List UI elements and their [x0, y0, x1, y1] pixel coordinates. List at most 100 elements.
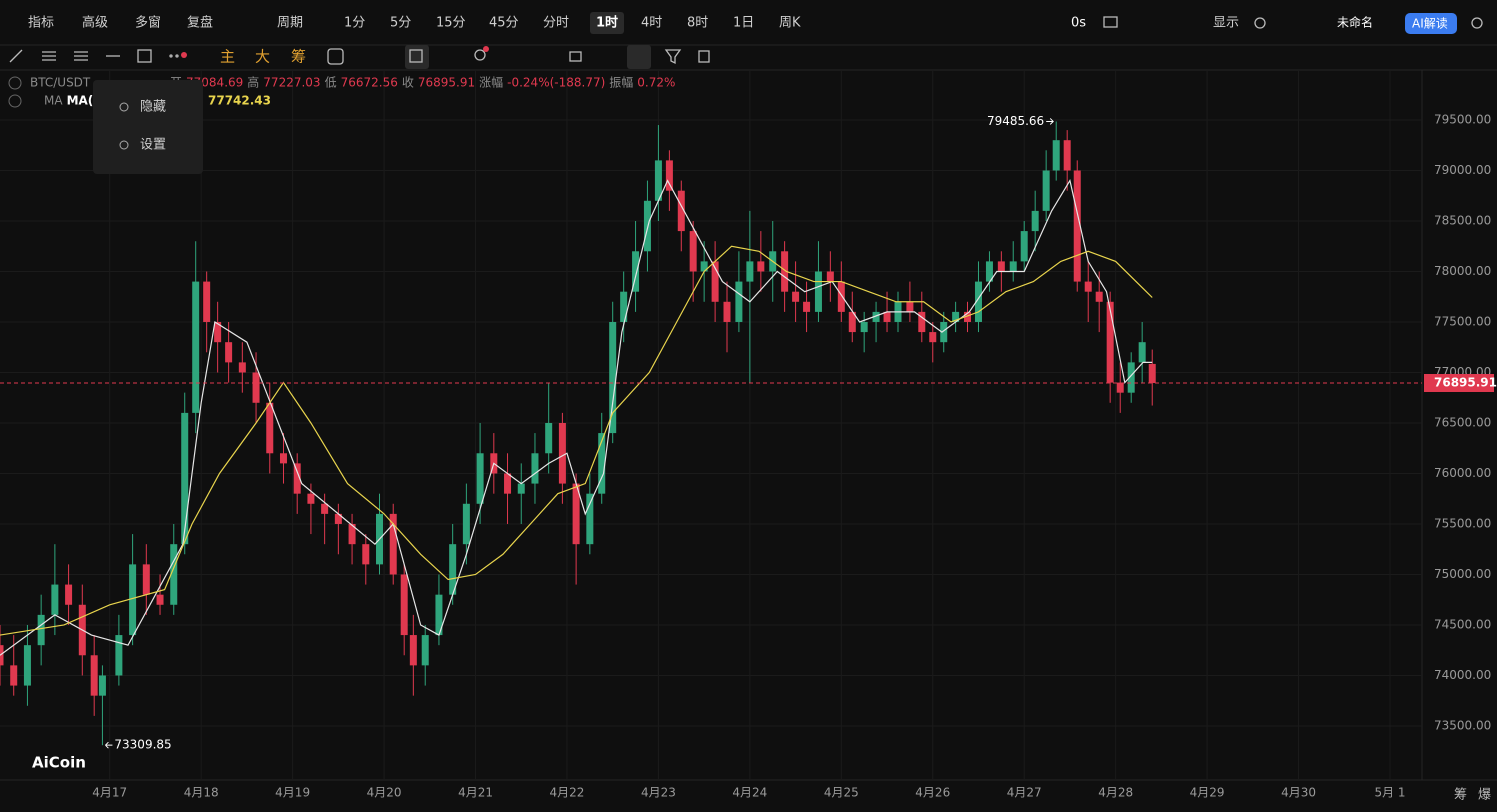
toolbar-item[interactable]: 未命名	[1337, 15, 1373, 30]
info-text: 76895.91	[418, 76, 475, 90]
candle-body	[803, 301, 811, 312]
candle-body	[293, 463, 301, 494]
candle-body	[1031, 210, 1039, 232]
x-tick-label: 4月22	[550, 786, 585, 800]
candle-body	[1084, 281, 1092, 292]
candle-body	[620, 291, 628, 322]
candle-body	[435, 594, 443, 636]
y-tick-label: 73500.00	[1434, 718, 1491, 732]
x-tick-label: 4月18	[184, 786, 219, 800]
interval[interactable]: 1时	[596, 15, 618, 31]
candle-body	[181, 412, 189, 545]
candle-body	[1073, 170, 1081, 282]
toolbar-item[interactable]: 复盘	[187, 15, 213, 31]
interval[interactable]: 4时	[641, 16, 662, 31]
logo: AiCoin	[32, 754, 86, 772]
candle-body	[421, 635, 429, 666]
toolbar-item[interactable]: 大	[255, 48, 270, 66]
toolbar-item[interactable]: 主	[220, 48, 235, 66]
candle-body	[677, 190, 685, 232]
active-interval-bg	[590, 12, 624, 34]
menu-item[interactable]: 设置	[140, 138, 166, 153]
info-text: MA	[44, 94, 63, 108]
y-tick-label: 78500.00	[1434, 213, 1491, 227]
interval[interactable]: 分时	[543, 16, 569, 31]
interval[interactable]: 8时	[687, 16, 708, 31]
toolbar-item[interactable]: 指标	[28, 16, 54, 31]
dot	[181, 52, 187, 58]
info-text: 77742.43	[208, 94, 271, 108]
candle-body	[10, 665, 18, 686]
y-tick-label: 75000.00	[1434, 567, 1491, 581]
ai-button[interactable]	[1405, 13, 1457, 34]
y-tick-label: 79000.00	[1434, 163, 1491, 177]
corner-button[interactable]: 筹	[1454, 787, 1467, 803]
toggle	[8, 76, 22, 90]
dot	[483, 46, 489, 52]
candle-body	[400, 574, 408, 636]
info-text: -0.24%(-188.77)	[507, 76, 605, 90]
candle-body	[1116, 382, 1124, 393]
toolbar-item[interactable]: 周期	[277, 16, 303, 31]
toolbar-item[interactable]: 高级	[82, 15, 108, 31]
candle-body	[558, 422, 566, 484]
interval[interactable]: 45分	[489, 16, 519, 31]
candle-body	[632, 251, 640, 292]
plot	[0, 70, 1422, 780]
arrow	[105, 741, 113, 749]
toolbar-item[interactable]: 筹	[291, 48, 306, 66]
interval[interactable]: 1日	[733, 16, 754, 31]
candle-body	[1009, 261, 1017, 272]
candle-body	[225, 342, 233, 363]
x-tick-label: 4月27	[1007, 786, 1042, 800]
y-tick-label: 74000.00	[1434, 668, 1491, 682]
candle-body	[23, 645, 31, 686]
interval[interactable]: 15分	[436, 16, 466, 31]
candle-body	[214, 321, 222, 343]
candle-body	[883, 311, 891, 322]
menu-item[interactable]: 隐藏	[140, 100, 166, 115]
candle-body	[1052, 140, 1060, 171]
candle-body	[0, 645, 4, 666]
high-label: 79485.66	[987, 114, 1044, 128]
candle-body	[409, 635, 417, 666]
candle-body	[985, 261, 993, 282]
candle-body	[997, 261, 1005, 272]
y-tick-label: 74500.00	[1434, 617, 1491, 631]
corner-button[interactable]: 爆	[1478, 788, 1491, 803]
interval[interactable]: 周K	[779, 16, 801, 31]
ma-line	[0, 179, 1153, 656]
toolbar-item[interactable]: 显示	[1213, 16, 1239, 31]
candle-body	[837, 281, 845, 312]
candle-body	[504, 473, 512, 494]
candle-body	[279, 453, 287, 464]
x-tick-label: 4月26	[915, 786, 950, 800]
candle-body	[545, 422, 553, 454]
toolbar-item[interactable]: 多窗	[135, 15, 161, 31]
x-tick-label: 4月24	[732, 786, 767, 800]
x-tick-label: 4月25	[824, 786, 859, 800]
x-tick-label: 4月28	[1098, 786, 1133, 800]
interval[interactable]: 1分	[344, 16, 365, 31]
candle-body	[689, 231, 697, 272]
candle-body	[781, 251, 789, 292]
candle-body	[586, 493, 594, 545]
candle-body	[814, 271, 822, 312]
candle-body	[598, 433, 606, 494]
candle-body	[65, 584, 73, 605]
x-tick-label: 4月20	[367, 786, 402, 800]
info-text: 振幅	[609, 75, 633, 90]
candle-body	[252, 372, 260, 403]
x-tick-label: 4月17	[92, 786, 127, 800]
toolbar-item[interactable]: 0s	[1071, 16, 1086, 31]
candle-body	[115, 635, 123, 676]
ui: 73500.00 74000.00 74500.00 75000.00 75500.00…	[8, 15, 1497, 803]
candle-body	[940, 321, 948, 343]
y-tick-label: 79500.00	[1434, 112, 1491, 126]
toolbar-item[interactable]: AI解读	[1412, 17, 1448, 31]
candle-body	[964, 311, 972, 322]
interval[interactable]: 5分	[390, 16, 411, 31]
y-tick-label: 78000.00	[1434, 264, 1491, 278]
candle-body	[929, 332, 937, 343]
